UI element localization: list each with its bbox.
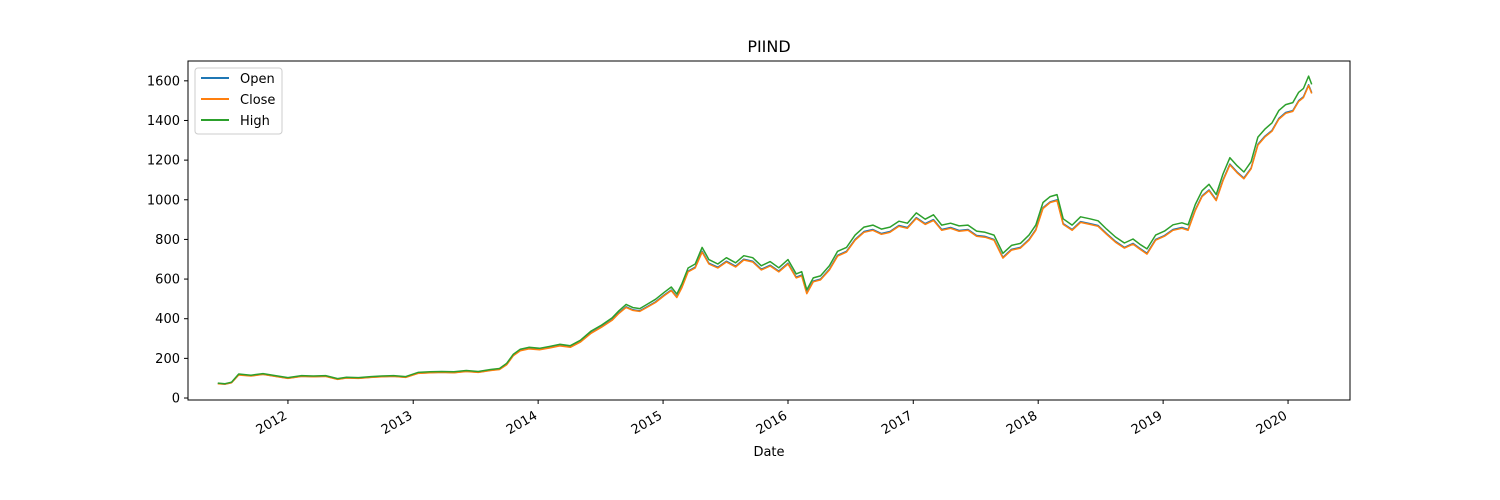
y-tick-label: 600 xyxy=(155,273,180,288)
y-tick-label: 1600 xyxy=(147,74,180,89)
series-layer xyxy=(217,75,1313,385)
plot-frame xyxy=(187,60,1351,401)
y-tick-label: 1200 xyxy=(147,154,180,169)
legend-label-high: High xyxy=(240,114,270,129)
y-tick-label: 400 xyxy=(155,312,180,327)
legend: Open Close High xyxy=(194,67,283,135)
y-tick-label: 0 xyxy=(172,392,180,407)
chart-title: PIIND xyxy=(747,37,790,56)
y-tick-label: 200 xyxy=(155,352,180,367)
y-axis: 0 200 400 600 800 1000 1200 1400 1600 xyxy=(147,74,188,407)
y-tick-label: 1400 xyxy=(147,114,180,129)
y-tick-label: 1000 xyxy=(147,193,180,208)
legend-label-open: Open xyxy=(240,72,275,87)
series-line-close xyxy=(217,84,1313,385)
series-line-high xyxy=(217,75,1313,385)
legend-box xyxy=(194,67,283,135)
y-tick-label: 800 xyxy=(155,233,180,248)
x-axis-title: Date xyxy=(753,445,784,460)
legend-label-close: Close xyxy=(240,93,275,108)
